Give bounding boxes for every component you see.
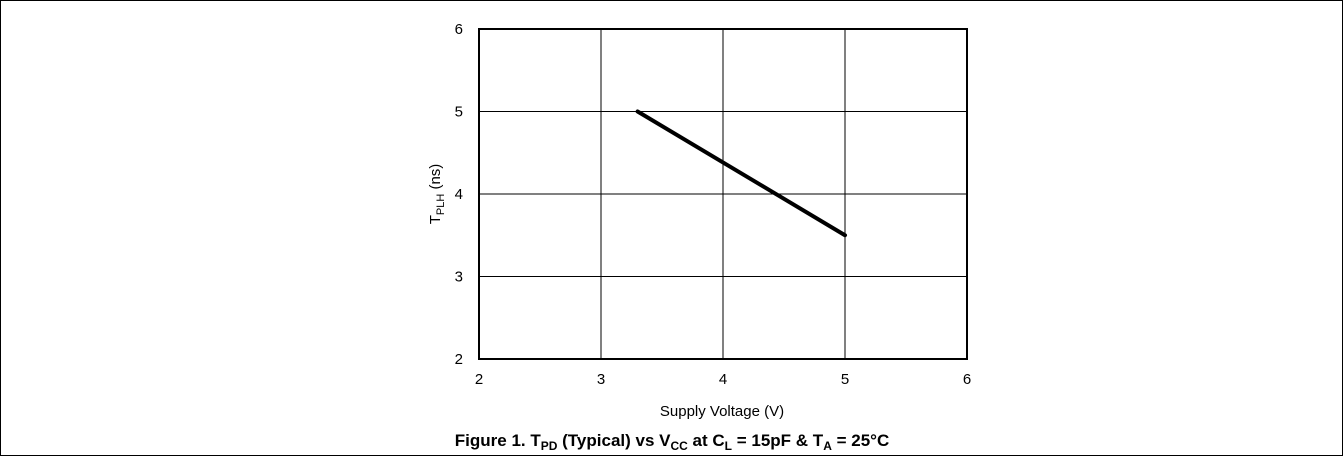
y-axis-label: TPLH (ns) [427,164,447,225]
series-layer [635,109,847,238]
grid [478,28,968,360]
y-axis-label-unit: (ns) [427,164,444,194]
y-tick-label: 3 [455,269,463,286]
y-axis-label-main: T [427,215,444,224]
y-tick-label: 5 [455,104,463,121]
x-tick-label: 4 [719,371,727,388]
plot-area [478,28,968,360]
figure-caption: Figure 1. TPD (Typical) vs VCC at CL = 1… [455,431,889,453]
x-tick-label: 5 [841,371,849,388]
x-tick-labels: 2 3 4 5 6 [475,371,971,388]
x-axis-label: Supply Voltage (V) [660,403,784,420]
y-tick-label: 6 [455,21,463,38]
y-tick-label: 2 [455,351,463,368]
y-tick-labels: 2 3 4 5 6 [455,21,463,368]
x-tick-label: 6 [963,371,971,388]
y-tick-label: 4 [455,186,463,203]
x-tick-label: 2 [475,371,483,388]
y-axis-label-sub: PLH [435,194,447,215]
series-line [635,109,847,238]
x-tick-label: 3 [597,371,605,388]
